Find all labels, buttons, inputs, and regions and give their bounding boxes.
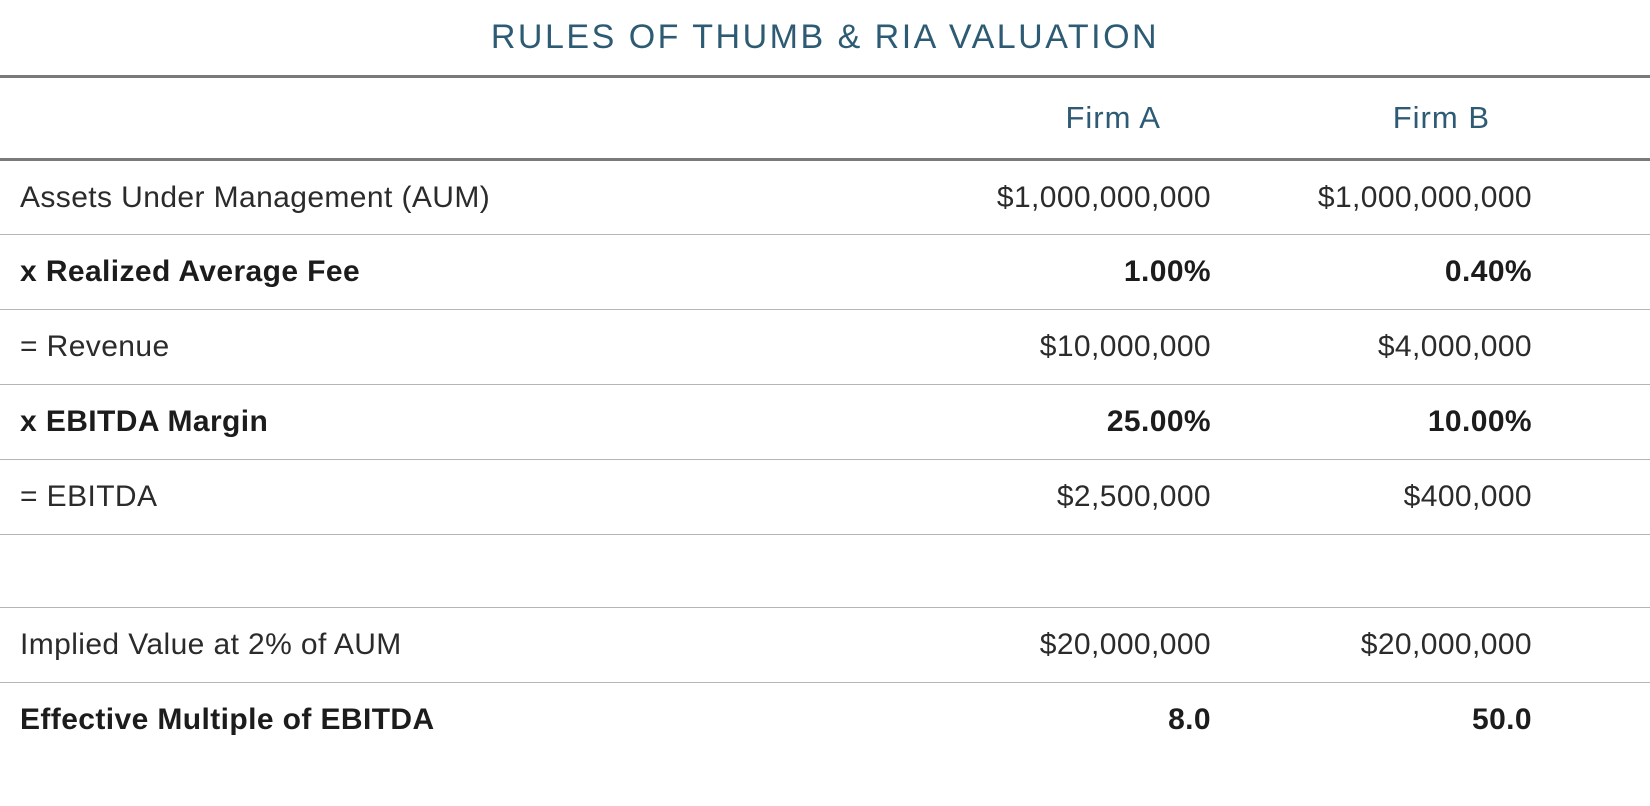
table-row-realized-average-fee: x Realized Average Fee 1.00% 0.40% xyxy=(0,235,1650,310)
row-label: x EBITDA Margin xyxy=(20,405,269,438)
table-row-revenue: = Revenue $10,000,000 $4,000,000 xyxy=(0,310,1650,385)
table-row-ebitda: = EBITDA $2,500,000 $400,000 xyxy=(0,460,1650,535)
table-row-aum: Assets Under Management (AUM) $1,000,000… xyxy=(0,160,1650,235)
firm-a-value: $1,000,000,000 xyxy=(996,180,1211,214)
firm-a-value: 1.00% xyxy=(1123,255,1211,288)
firm-b-value: 0.40% xyxy=(1444,255,1532,288)
header-row: Firm A Firm B xyxy=(0,77,1650,160)
row-label: Assets Under Management (AUM) xyxy=(20,180,491,214)
firm-b-value: $1,000,000,000 xyxy=(1317,180,1532,214)
firm-a-value: 25.00% xyxy=(1106,405,1211,438)
valuation-table: Firm A Firm B Assets Under Management (A… xyxy=(0,75,1650,758)
row-label: = EBITDA xyxy=(20,480,158,513)
table-row-spacer xyxy=(0,535,1650,608)
table-row-ebitda-margin: x EBITDA Margin 25.00% 10.00% xyxy=(0,385,1650,460)
row-label: Effective Multiple of EBITDA xyxy=(20,703,435,737)
firm-b-value: $20,000,000 xyxy=(1360,628,1532,661)
table-row-effective-multiple: Effective Multiple of EBITDA 8.0 50.0 xyxy=(0,683,1650,758)
firm-b-value: $4,000,000 xyxy=(1377,330,1532,363)
firm-b-value: 50.0 xyxy=(1472,703,1532,737)
row-label: Implied Value at 2% of AUM xyxy=(20,628,402,661)
firm-a-value xyxy=(710,535,1222,608)
column-header-firm-b: Firm B xyxy=(1392,100,1490,135)
firm-a-value: 8.0 xyxy=(1168,703,1211,737)
firm-b-value: $400,000 xyxy=(1403,480,1532,513)
column-header-firm-a: Firm A xyxy=(1065,100,1161,135)
row-label: = Revenue xyxy=(20,330,170,363)
firm-a-value: $20,000,000 xyxy=(1039,628,1211,661)
firm-a-value: $10,000,000 xyxy=(1039,330,1211,363)
corner-cell xyxy=(0,77,710,160)
row-label: x Realized Average Fee xyxy=(20,255,361,288)
page-title: RULES OF THUMB & RIA VALUATION xyxy=(490,18,1160,56)
firm-b-value: 10.00% xyxy=(1427,405,1532,438)
table-row-implied-value: Implied Value at 2% of AUM $20,000,000 $… xyxy=(0,608,1650,683)
firm-b-value xyxy=(1221,535,1650,608)
firm-a-value: $2,500,000 xyxy=(1056,480,1211,513)
row-label xyxy=(0,535,710,608)
